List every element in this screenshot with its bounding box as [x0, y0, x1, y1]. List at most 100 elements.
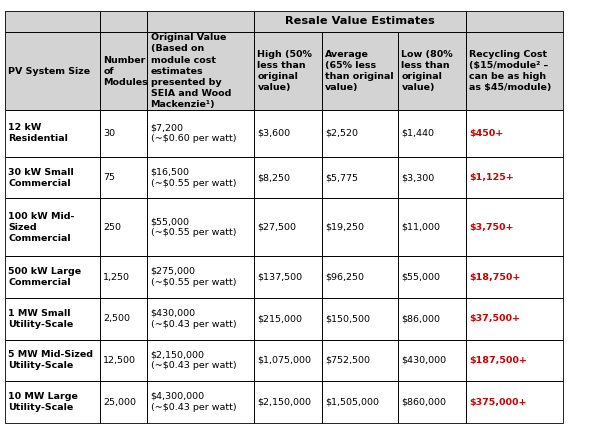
Bar	[466, 32, 563, 110]
Text: $450+: $450+	[469, 129, 503, 138]
Bar	[100, 298, 147, 339]
Text: $2,520: $2,520	[325, 129, 358, 138]
Bar	[147, 256, 254, 298]
Bar	[398, 199, 466, 256]
Bar	[322, 110, 398, 157]
Text: $27,500: $27,500	[257, 223, 296, 232]
Bar	[466, 298, 563, 339]
Text: Number
of
Modules: Number of Modules	[103, 56, 148, 87]
Text: 250: 250	[103, 223, 121, 232]
Bar	[322, 110, 398, 157]
Bar	[398, 339, 466, 381]
Bar	[254, 256, 322, 298]
Bar	[398, 381, 466, 423]
Bar	[466, 157, 563, 199]
Bar	[466, 110, 563, 157]
Text: Average
(65% less
than original
value): Average (65% less than original value)	[325, 50, 394, 92]
Bar	[254, 157, 322, 199]
Bar	[5, 32, 100, 110]
Bar	[254, 298, 322, 339]
Bar	[147, 157, 254, 199]
Text: $86,000: $86,000	[401, 314, 440, 323]
Bar	[147, 199, 254, 256]
Bar	[147, 339, 254, 381]
Text: $187,500+: $187,500+	[469, 356, 527, 365]
Bar	[5, 381, 100, 423]
Text: $2,150,000: $2,150,000	[257, 398, 311, 407]
Bar	[466, 157, 563, 199]
Text: $3,750+: $3,750+	[469, 223, 514, 232]
Bar	[254, 339, 322, 381]
Bar	[322, 381, 398, 423]
Bar	[100, 11, 147, 32]
Bar	[322, 256, 398, 298]
Text: $430,000: $430,000	[401, 356, 446, 365]
Bar	[100, 381, 147, 423]
Bar	[398, 32, 466, 110]
Bar	[466, 256, 563, 298]
Bar	[466, 298, 563, 339]
Text: Original Value
(Based on
module cost
estimates
presented by
SEIA and Wood
Macken: Original Value (Based on module cost est…	[151, 33, 231, 109]
Text: $860,000: $860,000	[401, 398, 446, 407]
Bar	[5, 256, 100, 298]
Bar	[466, 11, 563, 32]
Text: $2,150,000
(~$0.43 per watt): $2,150,000 (~$0.43 per watt)	[151, 350, 236, 370]
Bar	[5, 339, 100, 381]
Bar	[100, 157, 147, 199]
Text: $5,775: $5,775	[325, 173, 358, 182]
Bar	[147, 298, 254, 339]
Bar	[100, 32, 147, 110]
Text: 12,500: 12,500	[103, 356, 136, 365]
Bar	[466, 339, 563, 381]
Bar	[147, 32, 254, 110]
Bar	[398, 298, 466, 339]
Bar	[398, 110, 466, 157]
Bar	[147, 256, 254, 298]
Bar	[100, 110, 147, 157]
Bar	[100, 199, 147, 256]
Bar	[398, 157, 466, 199]
Text: $96,250: $96,250	[325, 273, 364, 282]
Text: $1,075,000: $1,075,000	[257, 356, 311, 365]
Text: $752,500: $752,500	[325, 356, 370, 365]
Text: $37,500+: $37,500+	[469, 314, 520, 323]
Bar	[5, 381, 100, 423]
Bar	[254, 11, 466, 32]
Text: $11,000: $11,000	[401, 223, 440, 232]
Bar	[5, 298, 100, 339]
Text: $375,000+: $375,000+	[469, 398, 527, 407]
Bar	[5, 157, 100, 199]
Text: $18,750+: $18,750+	[469, 273, 521, 282]
Bar	[322, 298, 398, 339]
Bar	[147, 157, 254, 199]
Bar	[322, 32, 398, 110]
Bar	[398, 199, 466, 256]
Bar	[100, 256, 147, 298]
Bar	[147, 11, 254, 32]
Bar	[5, 157, 100, 199]
Text: $7,200
(~$0.60 per watt): $7,200 (~$0.60 per watt)	[151, 123, 236, 143]
Bar	[254, 32, 322, 110]
Bar	[100, 298, 147, 339]
Bar	[254, 381, 322, 423]
Bar	[147, 339, 254, 381]
Bar	[322, 32, 398, 110]
Text: $1,440: $1,440	[401, 129, 434, 138]
Bar	[466, 199, 563, 256]
Bar	[254, 110, 322, 157]
Text: $1,505,000: $1,505,000	[325, 398, 379, 407]
Text: 5 MW Mid-Sized
Utility-Scale: 5 MW Mid-Sized Utility-Scale	[8, 350, 94, 370]
Bar	[147, 298, 254, 339]
Bar	[147, 110, 254, 157]
Text: $55,000: $55,000	[401, 273, 440, 282]
Bar	[466, 339, 563, 381]
Bar	[147, 110, 254, 157]
Text: $19,250: $19,250	[325, 223, 364, 232]
Bar	[322, 381, 398, 423]
Bar	[398, 256, 466, 298]
Text: $150,500: $150,500	[325, 314, 370, 323]
Bar	[466, 11, 563, 32]
Bar	[147, 381, 254, 423]
Bar	[100, 256, 147, 298]
Text: 12 kW
Residential: 12 kW Residential	[8, 123, 68, 143]
